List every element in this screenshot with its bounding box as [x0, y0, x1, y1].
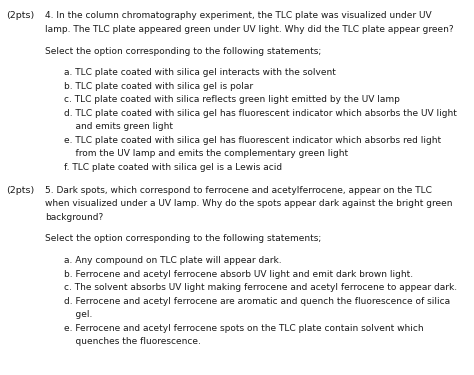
Text: gel.: gel.: [64, 310, 92, 319]
Text: (2pts): (2pts): [6, 186, 34, 195]
Text: 5. Dark spots, which correspond to ferrocene and acetylferrocene, appear on the : 5. Dark spots, which correspond to ferro…: [45, 186, 432, 195]
Text: b. Ferrocene and acetyl ferrocene absorb UV light and emit dark brown light.: b. Ferrocene and acetyl ferrocene absorb…: [64, 270, 413, 279]
Text: a. TLC plate coated with silica gel interacts with the solvent: a. TLC plate coated with silica gel inte…: [64, 68, 336, 77]
Text: f. TLC plate coated with silica gel is a Lewis acid: f. TLC plate coated with silica gel is a…: [64, 163, 282, 172]
Text: (2pts): (2pts): [6, 11, 34, 20]
Text: when visualized under a UV lamp. Why do the spots appear dark against the bright: when visualized under a UV lamp. Why do …: [45, 199, 453, 208]
Text: b. TLC plate coated with silica gel is polar: b. TLC plate coated with silica gel is p…: [64, 82, 253, 91]
Text: c. The solvent absorbs UV light making ferrocene and acetyl ferrocene to appear : c. The solvent absorbs UV light making f…: [64, 283, 457, 292]
Text: d. TLC plate coated with silica gel has fluorescent indicator which absorbs the : d. TLC plate coated with silica gel has …: [64, 109, 457, 118]
Text: Select the option corresponding to the following statements;: Select the option corresponding to the f…: [45, 234, 321, 243]
Text: e. TLC plate coated with silica gel has fluorescent indicator which absorbs red : e. TLC plate coated with silica gel has …: [64, 136, 441, 145]
Text: and emits green light: and emits green light: [64, 122, 173, 131]
Text: c. TLC plate coated with silica reflects green light emitted by the UV lamp: c. TLC plate coated with silica reflects…: [64, 95, 400, 104]
Text: a. Any compound on TLC plate will appear dark.: a. Any compound on TLC plate will appear…: [64, 256, 282, 265]
Text: e. Ferrocene and acetyl ferrocene spots on the TLC plate contain solvent which: e. Ferrocene and acetyl ferrocene spots …: [64, 324, 424, 333]
Text: Select the option corresponding to the following statements;: Select the option corresponding to the f…: [45, 46, 321, 56]
Text: background?: background?: [45, 213, 103, 222]
Text: lamp. The TLC plate appeared green under UV light. Why did the TLC plate appear : lamp. The TLC plate appeared green under…: [45, 25, 454, 34]
Text: 4. In the column chromatography experiment, the TLC plate was visualized under U: 4. In the column chromatography experime…: [45, 11, 432, 20]
Text: d. Ferrocene and acetyl ferrocene are aromatic and quench the fluorescence of si: d. Ferrocene and acetyl ferrocene are ar…: [64, 297, 450, 306]
Text: quenches the fluorescence.: quenches the fluorescence.: [64, 337, 201, 346]
Text: from the UV lamp and emits the complementary green light: from the UV lamp and emits the complemen…: [64, 149, 348, 158]
